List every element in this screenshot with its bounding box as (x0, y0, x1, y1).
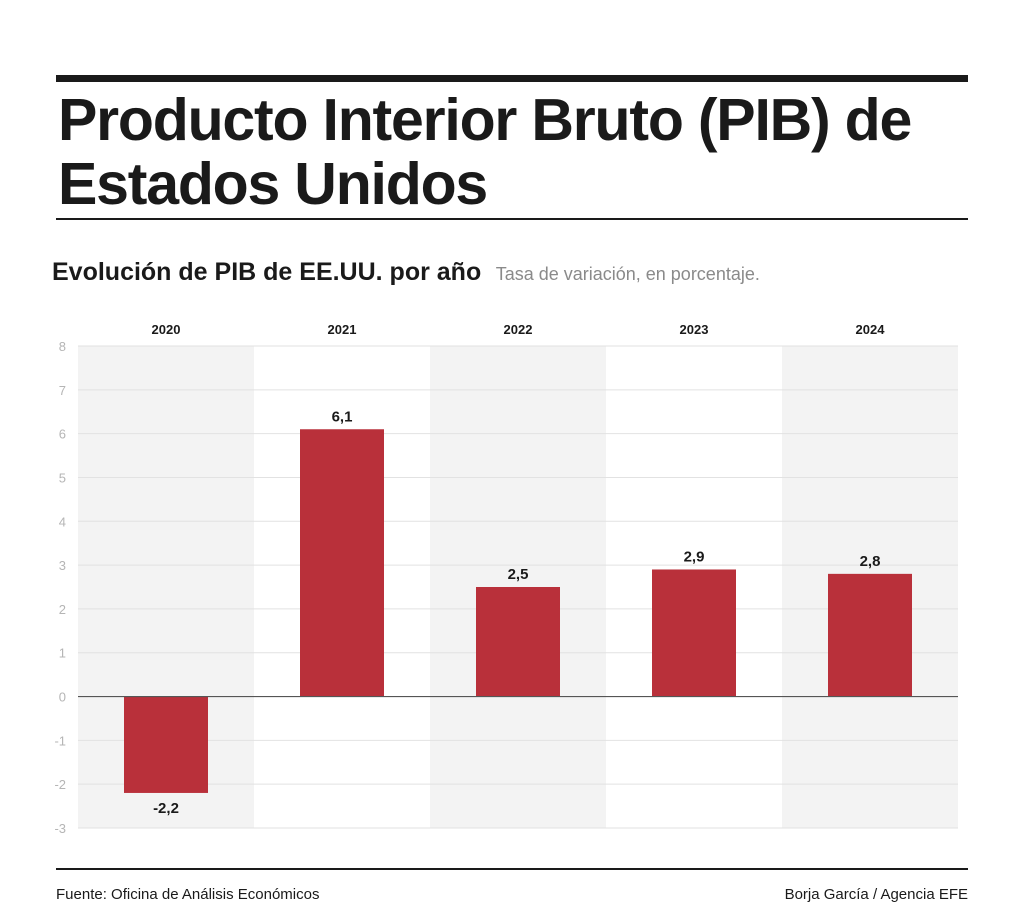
y-tick-label: 7 (59, 383, 66, 398)
chart-subtitle: Evolución de PIB de EE.UU. por año (52, 258, 482, 286)
chart-subtitle-note: Tasa de variación, en porcentaje. (495, 264, 760, 284)
y-tick-label: -3 (54, 821, 66, 836)
data-label: -2,2 (153, 800, 179, 817)
data-label: 2,9 (684, 548, 705, 565)
x-category-label: 2023 (680, 322, 709, 337)
y-tick-label: -2 (54, 777, 66, 792)
y-tick-label: 4 (59, 514, 66, 529)
y-tick-label: 0 (59, 690, 66, 705)
subtitle-row: Evolución de PIB de EE.UU. por año Tasa … (52, 258, 760, 287)
page-title: Producto Interior Bruto (PIB) de Estados… (58, 87, 912, 217)
bar (300, 429, 384, 697)
x-category-label: 2021 (328, 322, 357, 337)
y-tick-label: 2 (59, 602, 66, 617)
bar (476, 587, 560, 697)
data-label: 2,5 (508, 566, 529, 583)
x-category-label: 2022 (504, 322, 533, 337)
y-tick-label: 6 (59, 427, 66, 442)
top-rule (56, 75, 968, 82)
bar (828, 573, 912, 697)
bar (124, 696, 208, 793)
data-label: 6,1 (332, 408, 353, 425)
title-rule (56, 218, 968, 220)
credit-note: Borja García / Agencia EFE (784, 886, 968, 903)
bar (652, 569, 736, 697)
data-label: 2,8 (860, 553, 881, 570)
y-tick-label: -1 (54, 733, 66, 748)
source-note: Fuente: Oficina de Análisis Económicos (56, 886, 320, 903)
x-category-label: 2020 (152, 322, 181, 337)
bottom-rule (56, 868, 968, 870)
y-tick-label: 8 (59, 339, 66, 354)
y-tick-label: 3 (59, 558, 66, 573)
y-tick-label: 5 (59, 470, 66, 485)
x-category-label: 2024 (856, 322, 886, 337)
y-tick-label: 1 (59, 646, 66, 661)
